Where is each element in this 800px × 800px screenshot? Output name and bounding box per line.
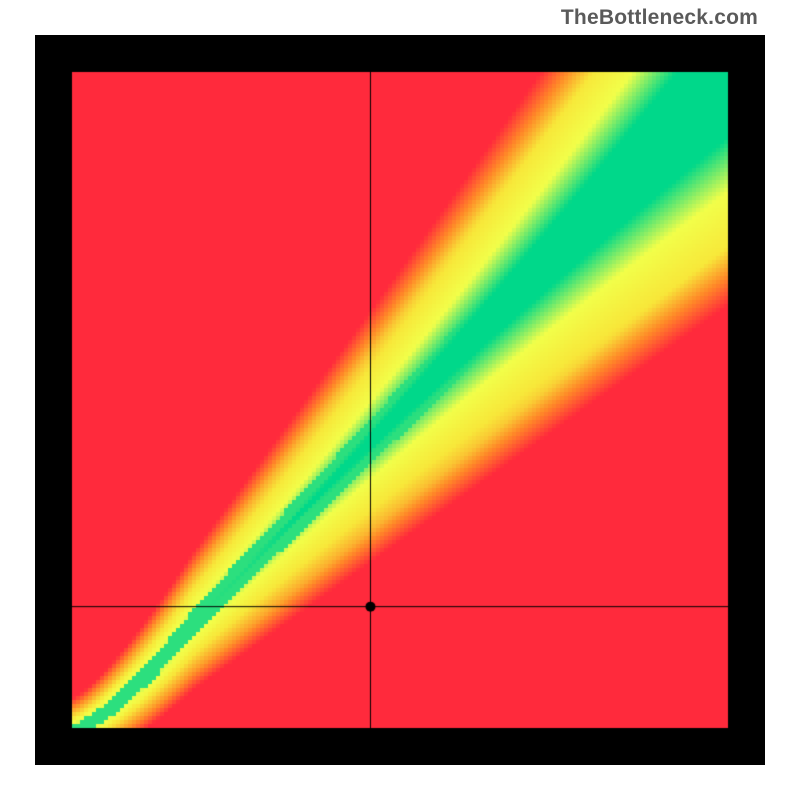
watermark-text: TheBottleneck.com [561,6,758,30]
heatmap-canvas [35,35,765,765]
plot-area [35,35,765,765]
chart-container: TheBottleneck.com [0,0,800,800]
